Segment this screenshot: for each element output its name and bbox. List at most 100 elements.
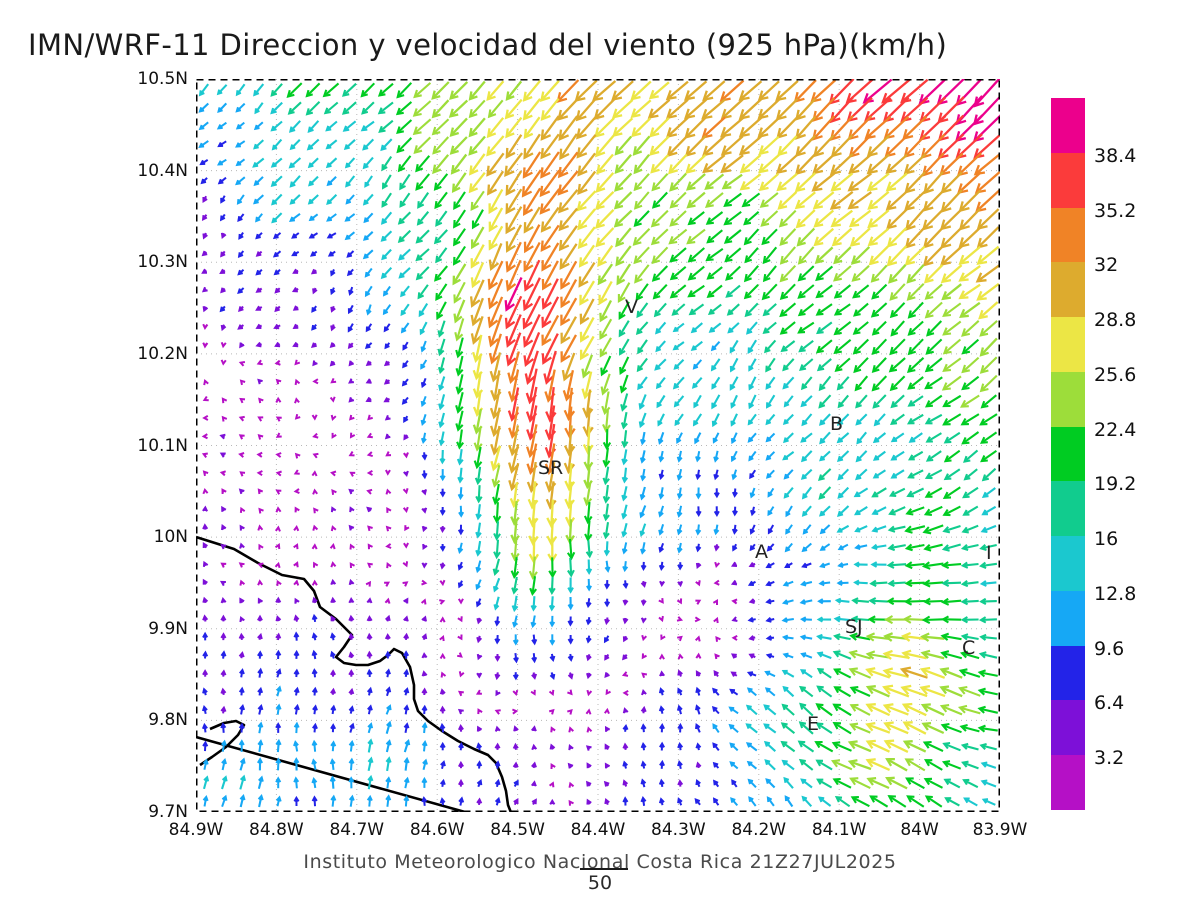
wind-arrow: [765, 598, 775, 605]
wind-arrow: [960, 633, 979, 641]
wind-arrow: [797, 246, 815, 265]
wind-arrow: [239, 757, 246, 771]
wind-arrow: [596, 153, 614, 175]
wind-arrow: [899, 666, 928, 679]
wind-arrow: [505, 224, 523, 253]
wind-arrow: [238, 434, 245, 440]
wind-arrow: [383, 397, 391, 403]
wind-arrow: [904, 226, 926, 249]
wind-arrow: [939, 207, 963, 231]
wind-arrow: [618, 301, 630, 320]
wind-arrow: [330, 305, 336, 313]
wind-arrow: [468, 80, 486, 101]
wind-arrow: [439, 722, 446, 733]
wind-arrow: [585, 598, 592, 609]
wind-arrow: [622, 635, 629, 643]
wind-arrow: [639, 523, 647, 538]
wind-arrow: [450, 153, 468, 175]
wind-arrow: [747, 432, 757, 443]
wind-arrow: [367, 525, 373, 532]
wind-arrow: [567, 596, 574, 611]
wind-arrow: [420, 377, 427, 389]
wind-arrow: [762, 246, 778, 265]
wind-arrow: [476, 760, 483, 769]
wind-arrow: [539, 169, 561, 198]
wind-arrow: [549, 634, 556, 646]
wind-arrow: [595, 172, 615, 193]
wind-arrow: [729, 742, 739, 752]
wind-arrow: [731, 616, 738, 622]
wind-arrow: [960, 742, 979, 751]
wind-arrow: [403, 615, 409, 622]
wind-arrow: [540, 224, 560, 253]
wind-arrow: [470, 316, 484, 345]
wind-arrow: [291, 232, 300, 239]
wind-arrow: [365, 360, 372, 366]
wind-arrow: [420, 359, 428, 370]
wind-arrow: [777, 191, 798, 210]
wind-arrow: [329, 758, 336, 771]
wind-arrow: [523, 331, 541, 368]
wind-arrow: [797, 303, 815, 317]
wind-arrow: [439, 599, 446, 605]
wind-arrow: [640, 561, 647, 572]
wind-arrow: [558, 207, 578, 232]
wind-arrow: [650, 209, 669, 228]
wind-arrow: [439, 506, 446, 516]
wind-arrow: [468, 117, 486, 138]
wind-arrow: [677, 742, 684, 751]
wind-arrow: [216, 121, 227, 130]
wind-arrow: [614, 154, 632, 175]
wind-arrow: [439, 652, 446, 660]
wind-arrow: [270, 157, 283, 168]
wind-arrow: [712, 723, 720, 733]
wind-arrow: [691, 377, 703, 389]
wind-arrow: [622, 779, 629, 787]
wind-arrow: [961, 760, 979, 770]
wind-arrow: [311, 305, 318, 313]
wind-arrow: [523, 259, 541, 292]
wind-arrow: [641, 672, 648, 679]
wind-arrow: [739, 154, 762, 174]
wind-arrow: [326, 176, 337, 187]
wind-arrow: [940, 189, 963, 213]
wind-arrow: [383, 360, 390, 367]
wind-arrow: [385, 488, 392, 495]
wind-arrow: [848, 649, 871, 660]
wind-arrow: [366, 686, 373, 696]
wind-arrow: [799, 685, 814, 698]
wind-arrow: [327, 250, 336, 257]
wind-arrow: [924, 413, 943, 425]
wind-arrow: [439, 705, 446, 714]
wind-arrow: [220, 195, 226, 204]
wind-arrow: [633, 246, 650, 265]
wind-arrow: [330, 596, 337, 604]
wind-arrow: [795, 115, 817, 140]
wind-arrow: [326, 213, 337, 222]
wind-arrow: [420, 395, 427, 408]
wind-arrow: [455, 355, 464, 377]
wind-arrow: [975, 264, 1000, 283]
wind-arrow: [759, 192, 779, 208]
wind-arrow: [492, 502, 502, 524]
wind-arrow: [202, 687, 208, 696]
wind-arrow: [348, 687, 355, 695]
wind-arrow: [239, 542, 245, 549]
wind-arrow: [476, 617, 483, 625]
wind-arrow: [962, 505, 979, 516]
wind-arrow: [377, 82, 394, 97]
wind-arrow: [348, 286, 354, 296]
wind-arrow: [765, 451, 776, 461]
wind-arrow: [539, 188, 561, 215]
wind-arrow: [885, 190, 908, 211]
wind-arrow: [523, 116, 541, 140]
x-tick-label: 84.1W: [811, 820, 867, 840]
wind-arrow: [801, 413, 813, 427]
wind-arrow: [725, 284, 741, 298]
wind-arrow: [560, 316, 578, 345]
wind-arrow: [362, 249, 374, 260]
wind-arrow: [367, 543, 373, 550]
wind-arrow: [604, 598, 611, 608]
wind-arrow: [731, 635, 738, 641]
x-tick-label: 84.4W: [570, 820, 626, 840]
